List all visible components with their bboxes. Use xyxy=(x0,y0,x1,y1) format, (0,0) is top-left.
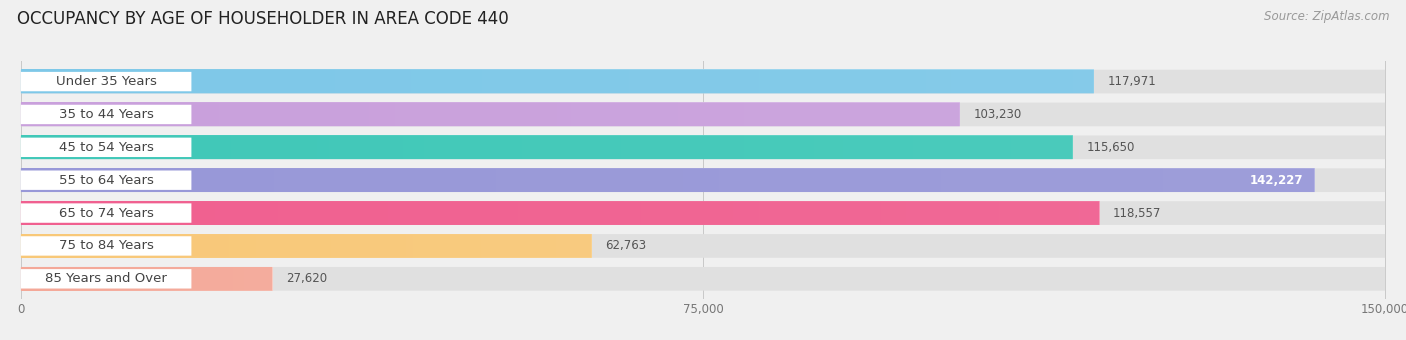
Text: 65 to 74 Years: 65 to 74 Years xyxy=(59,207,153,220)
Text: Source: ZipAtlas.com: Source: ZipAtlas.com xyxy=(1264,10,1389,23)
FancyBboxPatch shape xyxy=(21,234,1385,258)
Text: 115,650: 115,650 xyxy=(1087,141,1135,154)
Text: 117,971: 117,971 xyxy=(1108,75,1156,88)
FancyBboxPatch shape xyxy=(21,234,592,258)
FancyBboxPatch shape xyxy=(21,201,1099,225)
Text: OCCUPANCY BY AGE OF HOUSEHOLDER IN AREA CODE 440: OCCUPANCY BY AGE OF HOUSEHOLDER IN AREA … xyxy=(17,10,509,28)
FancyBboxPatch shape xyxy=(21,136,1073,159)
FancyBboxPatch shape xyxy=(21,236,191,256)
FancyBboxPatch shape xyxy=(21,70,1094,94)
FancyBboxPatch shape xyxy=(21,138,191,157)
FancyBboxPatch shape xyxy=(21,136,1385,159)
FancyBboxPatch shape xyxy=(21,267,273,291)
Text: 55 to 64 Years: 55 to 64 Years xyxy=(59,174,153,187)
Text: 27,620: 27,620 xyxy=(285,272,326,285)
FancyBboxPatch shape xyxy=(21,103,960,126)
Text: 35 to 44 Years: 35 to 44 Years xyxy=(59,108,153,121)
FancyBboxPatch shape xyxy=(21,203,191,223)
FancyBboxPatch shape xyxy=(21,70,1385,94)
Text: 45 to 54 Years: 45 to 54 Years xyxy=(59,141,153,154)
FancyBboxPatch shape xyxy=(21,72,191,91)
FancyBboxPatch shape xyxy=(21,168,1315,192)
FancyBboxPatch shape xyxy=(21,269,191,289)
FancyBboxPatch shape xyxy=(21,103,1385,126)
FancyBboxPatch shape xyxy=(21,168,1315,192)
FancyBboxPatch shape xyxy=(21,70,1094,94)
FancyBboxPatch shape xyxy=(21,267,273,291)
Text: Under 35 Years: Under 35 Years xyxy=(56,75,156,88)
FancyBboxPatch shape xyxy=(21,103,960,126)
Text: 75 to 84 Years: 75 to 84 Years xyxy=(59,239,153,252)
Text: 142,227: 142,227 xyxy=(1250,174,1303,187)
Text: 85 Years and Over: 85 Years and Over xyxy=(45,272,167,285)
Text: 103,230: 103,230 xyxy=(973,108,1022,121)
Text: 62,763: 62,763 xyxy=(606,239,647,252)
FancyBboxPatch shape xyxy=(21,267,1385,291)
FancyBboxPatch shape xyxy=(21,234,592,258)
FancyBboxPatch shape xyxy=(21,168,1385,192)
FancyBboxPatch shape xyxy=(21,170,191,190)
FancyBboxPatch shape xyxy=(21,201,1099,225)
FancyBboxPatch shape xyxy=(21,136,1073,159)
FancyBboxPatch shape xyxy=(21,105,191,124)
Text: 118,557: 118,557 xyxy=(1112,207,1161,220)
FancyBboxPatch shape xyxy=(21,201,1385,225)
